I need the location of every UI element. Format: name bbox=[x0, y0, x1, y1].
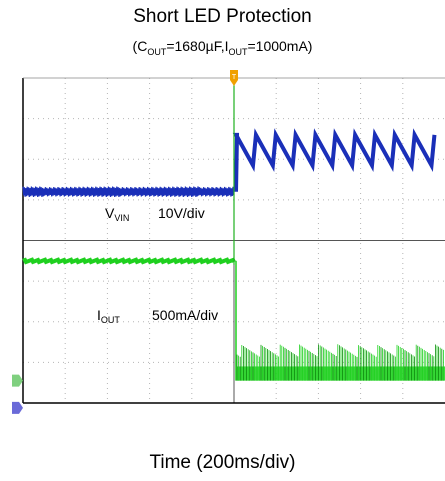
subtitle-part: OUT bbox=[228, 46, 248, 57]
trigger-label: T bbox=[232, 74, 237, 81]
subtitle-part: =1680µF,I bbox=[166, 38, 229, 54]
iout-trace-before bbox=[22, 257, 236, 265]
vvin-scale-label: 10V/div bbox=[158, 205, 205, 221]
channel-2-marker-icon bbox=[12, 374, 23, 387]
trigger-icon bbox=[230, 70, 238, 86]
vvin-label-part: V bbox=[105, 205, 115, 221]
chart-title: Short LED Protection bbox=[133, 6, 312, 27]
vvin-trace-after bbox=[232, 128, 437, 192]
vvin-label-part: VIN bbox=[114, 213, 129, 223]
subtitle-part: OUT bbox=[147, 46, 167, 57]
vvin-trace-before bbox=[22, 186, 235, 198]
x-axis-label: Time (200ms/div) bbox=[149, 452, 296, 473]
vvin-label: VVIN bbox=[105, 205, 129, 223]
chart-subtitle: (COUT=1680µF,IOUT=1000mA) bbox=[0, 38, 445, 57]
channel-1-marker-icon bbox=[12, 401, 23, 414]
iout-scale-label: 500mA/div bbox=[152, 307, 218, 323]
iout-label-part: OUT bbox=[101, 315, 121, 325]
iout-label: IOUT bbox=[97, 307, 120, 325]
subtitle-part: =1000mA) bbox=[247, 38, 313, 54]
subtitle-part: (C bbox=[132, 38, 148, 54]
iout-label-part: I bbox=[97, 307, 101, 323]
